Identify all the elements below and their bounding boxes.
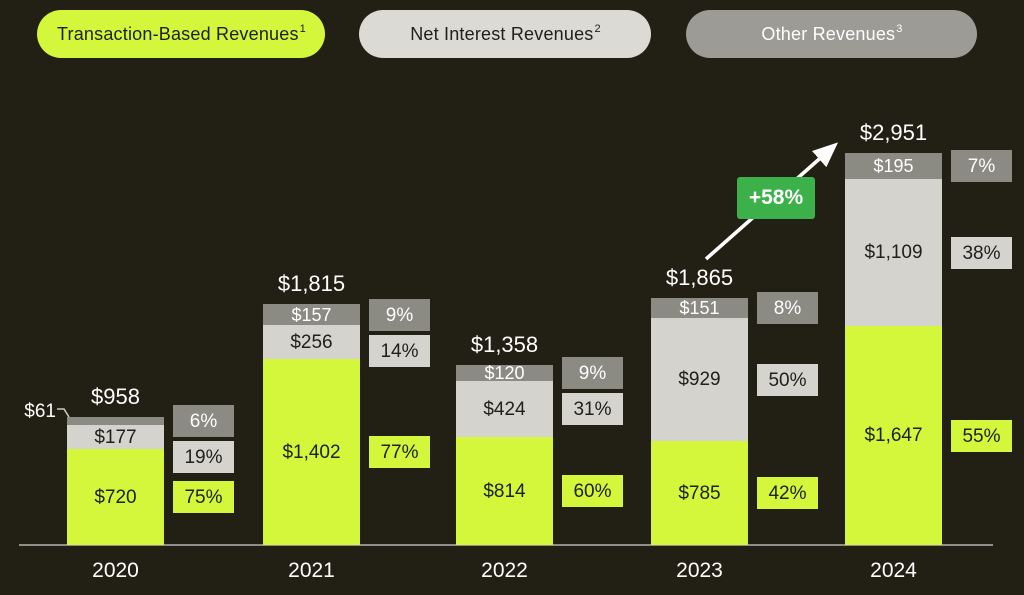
pct-badge-transaction-2022: 60% [562, 475, 623, 507]
bar-segment-other-2020 [67, 417, 164, 425]
pct-badge-transaction-2023: 42% [757, 477, 818, 509]
pct-badge-net-interest-2024: 38% [951, 237, 1012, 269]
bar-segment-transaction-2023: $785 [651, 441, 748, 545]
bar-segment-transaction-2022: $814 [456, 437, 553, 545]
year-label-2023: 2023 [676, 559, 723, 582]
legend-pill-other-revenues[interactable]: Other Revenues 3 [686, 10, 977, 58]
bar-segment-other-2024: $195 [845, 153, 942, 179]
bar-segment-other-2022: $120 [456, 364, 553, 382]
pct-badge-other-2022: 9% [562, 357, 623, 389]
pct-badge-transaction-2020: 75% [173, 481, 234, 513]
bar-segment-net-interest-2021: $256 [263, 325, 360, 359]
legend-pill-label: Net Interest Revenues [410, 23, 594, 44]
total-label-2020: $958 [91, 384, 140, 409]
pct-badge-transaction-2021: 77% [369, 436, 430, 468]
total-label-2023: $1,865 [665, 265, 734, 290]
growth-badge: +58% [737, 177, 815, 219]
pct-badge-net-interest-2022: 31% [562, 393, 623, 425]
legend-pill-label: Other Revenues [761, 23, 896, 44]
other-revenues-2020-callout-label: $61 [24, 401, 56, 422]
pct-badge-net-interest-2023: 50% [757, 364, 818, 396]
pct-badge-other-2020: 6% [173, 405, 234, 437]
bar-segment-net-interest-2020: $177 [67, 425, 164, 449]
total-label-2022: $1,358 [470, 332, 539, 357]
total-label-2024: $2,951 [859, 120, 928, 145]
year-label-2021: 2021 [288, 559, 335, 582]
bar-segment-other-2021: $157 [263, 304, 360, 325]
total-label-2021: $1,815 [277, 271, 346, 296]
pct-badge-other-2021: 9% [369, 299, 430, 331]
bar-segment-net-interest-2022: $424 [456, 381, 553, 437]
pct-badge-other-2023: 8% [757, 292, 818, 324]
year-label-2024: 2024 [870, 559, 917, 582]
year-label-2020: 2020 [92, 559, 139, 582]
pct-badge-net-interest-2020: 19% [173, 441, 234, 473]
bar-segment-transaction-2020: $720 [67, 449, 164, 545]
legend-pill-net-interest-revenues[interactable]: Net Interest Revenues 2 [359, 10, 651, 58]
bar-segment-other-2023: $151 [651, 298, 748, 318]
pct-badge-net-interest-2021: 14% [369, 335, 430, 367]
pct-badge-other-2024: 7% [951, 150, 1012, 182]
bar-segment-net-interest-2023: $929 [651, 318, 748, 441]
legend-pill-transaction-based-revenues[interactable]: Transaction-Based Revenues 1 [37, 10, 325, 58]
bar-segment-net-interest-2024: $1,109 [845, 179, 942, 326]
x-axis-line [19, 544, 993, 546]
bar-segment-transaction-2021: $1,402 [263, 359, 360, 545]
bar-segment-transaction-2024: $1,647 [845, 326, 942, 545]
year-label-2022: 2022 [481, 559, 528, 582]
legend-pill-label: Transaction-Based Revenues [57, 23, 299, 44]
pct-badge-transaction-2024: 55% [951, 420, 1012, 452]
